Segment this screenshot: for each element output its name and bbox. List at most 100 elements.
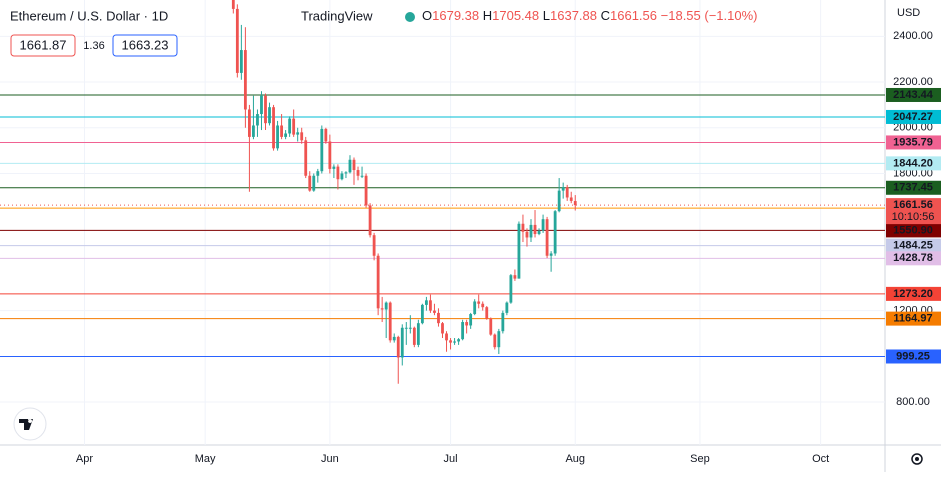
candle-body (477, 301, 481, 304)
level-tag-bg (886, 311, 941, 326)
candle-body (360, 175, 364, 177)
plot-area (0, 0, 885, 445)
candle-body (264, 95, 267, 124)
candle-body (541, 219, 545, 231)
candle-body (252, 125, 255, 137)
symbol: Ethereum / U.S. Dollar · 1D (10, 8, 168, 23)
candle-body (304, 140, 308, 176)
candle-body (469, 314, 473, 326)
currency[interactable]: USD (897, 7, 920, 19)
candle-body (260, 95, 263, 115)
level-tag: 1164.97 (893, 313, 932, 325)
y-tick-label: 2400.00 (893, 30, 933, 42)
level-tag: 1844.20 (893, 157, 933, 169)
candle-body (461, 322, 465, 340)
candle-body (276, 125, 279, 149)
candle-body (449, 340, 452, 343)
candle-body (256, 114, 259, 126)
candle-body (553, 211, 557, 254)
l-letter: L (543, 8, 550, 23)
candle-body (561, 187, 565, 191)
settings-icon[interactable] (911, 453, 923, 465)
candle-body (376, 255, 380, 309)
candle-body (537, 230, 541, 235)
candle-body (364, 175, 368, 206)
candle-body (429, 300, 432, 311)
c-value: 1661.56 (610, 8, 657, 23)
candle-body (425, 300, 428, 305)
candle-body (239, 50, 243, 73)
h-value: 1705.48 (492, 8, 539, 23)
level-tag: 1550.90 (893, 224, 933, 236)
candle-body (445, 333, 448, 341)
candle-body (457, 339, 460, 342)
candle-body (465, 322, 469, 326)
candle-body (384, 302, 388, 310)
candle-body (517, 223, 521, 279)
bid-box[interactable] (10, 34, 76, 57)
candle-body (521, 223, 525, 232)
candle-body (501, 312, 505, 332)
candle-body (344, 172, 348, 174)
candle-body (412, 327, 416, 345)
candle-body (248, 109, 251, 137)
brand: TradingView (301, 8, 373, 23)
candle-body (332, 166, 336, 169)
level-tag: 999.25 (896, 350, 930, 362)
candle-body (235, 8, 239, 73)
status-dot (405, 12, 415, 22)
level-tag-bg (886, 135, 941, 150)
x-tick-label: Aug (565, 453, 585, 465)
candle-body (489, 318, 493, 335)
candle-body (320, 128, 324, 172)
x-tick-label: Jul (444, 453, 458, 465)
x-tick-label: Apr (76, 453, 93, 465)
o-letter: O (422, 8, 432, 23)
candle-body (308, 175, 312, 191)
level-tag-bg (886, 223, 941, 238)
ask-box[interactable] (112, 34, 178, 57)
candle-body (231, 0, 235, 9)
h-letter: H (483, 8, 492, 23)
x-tick-label: Oct (812, 453, 829, 465)
tv-logo[interactable] (13, 407, 47, 441)
countdown: 10:10:56 (892, 211, 935, 223)
candle-body (404, 327, 408, 329)
x-tick-label: May (195, 453, 216, 465)
candle-body (573, 201, 577, 206)
candle-body (324, 128, 328, 142)
candle-body (268, 107, 271, 124)
candle-body (549, 253, 553, 256)
level-tag-bg (886, 286, 941, 301)
candle-body (300, 132, 304, 141)
candle-body (493, 334, 497, 348)
candle-body (420, 304, 424, 324)
level-tag: 1737.45 (893, 182, 933, 194)
spread: 1.36 (83, 40, 104, 52)
c-letter: C (601, 8, 610, 23)
y-tick-label: 1800.00 (893, 167, 933, 179)
level-tag-bg (886, 349, 941, 364)
candle-body (505, 302, 509, 313)
candle-body (288, 118, 292, 134)
candle-body (408, 327, 412, 329)
candle-body (272, 107, 275, 149)
level-tag-bg (886, 180, 941, 195)
candle-body (525, 231, 529, 238)
candle-body (533, 224, 537, 235)
level-tag-bg (886, 251, 941, 266)
ohlc: O1679.38 H1705.48 L1637.88 C1661.56 −18.… (422, 8, 758, 23)
candle-body (312, 175, 316, 191)
candle-body (340, 173, 344, 180)
candle-body (284, 133, 288, 137)
level-tag: 1273.20 (893, 288, 933, 300)
candle-body (529, 224, 533, 238)
candle-body (392, 336, 396, 341)
candle-body (380, 308, 384, 310)
candle-body (437, 312, 440, 324)
candle-body (352, 159, 356, 171)
header: Ethereum / U.S. Dollar · 1D TradingView … (10, 7, 920, 57)
candle-body (545, 219, 549, 256)
change: −18.55 (−1.10%) (661, 8, 758, 23)
